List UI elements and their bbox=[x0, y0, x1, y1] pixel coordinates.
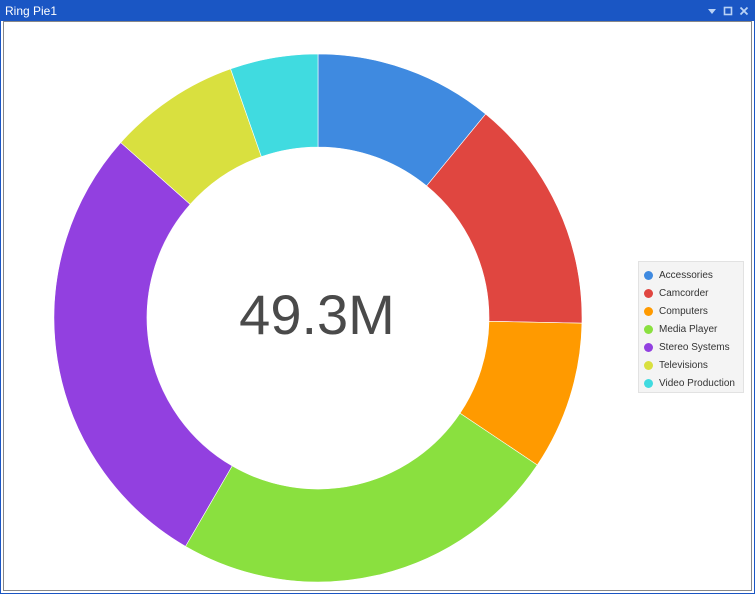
legend-label: Media Player bbox=[659, 323, 718, 335]
legend-item-stereo-systems[interactable]: Stereo Systems bbox=[644, 338, 743, 356]
ring-pie-chart: 49.3M bbox=[53, 53, 583, 583]
legend-item-televisions[interactable]: Televisions bbox=[644, 356, 743, 374]
legend-item-media-player[interactable]: Media Player bbox=[644, 320, 743, 338]
chart-area: 49.3M Accessories Camcorder Computers Media… bbox=[3, 21, 752, 591]
legend-marker bbox=[644, 360, 653, 370]
close-icon[interactable] bbox=[738, 5, 750, 17]
legend-label: Computers bbox=[659, 305, 708, 317]
legend-marker bbox=[644, 288, 653, 298]
chevron-down-icon[interactable] bbox=[706, 5, 718, 17]
chart-legend: Accessories Camcorder Computers Media Playe… bbox=[638, 261, 744, 393]
slice-media-player[interactable] bbox=[185, 412, 538, 583]
title-bar[interactable]: Ring Pie1 bbox=[1, 1, 754, 21]
legend-marker bbox=[644, 270, 653, 280]
legend-item-accessories[interactable]: Accessories bbox=[644, 266, 743, 284]
legend-marker bbox=[644, 324, 653, 334]
legend-label: Stereo Systems bbox=[659, 341, 730, 353]
ring-slices bbox=[53, 53, 583, 583]
maximize-icon[interactable] bbox=[722, 5, 734, 17]
window-title: Ring Pie1 bbox=[5, 4, 58, 18]
slice-stereo-systems[interactable] bbox=[53, 142, 233, 547]
legend-marker bbox=[644, 306, 653, 316]
legend-item-video-production[interactable]: Video Production bbox=[644, 374, 743, 392]
center-total-label: 49.3M bbox=[239, 283, 395, 346]
legend-marker bbox=[644, 342, 653, 352]
legend-item-camcorder[interactable]: Camcorder bbox=[644, 284, 743, 302]
legend-marker bbox=[644, 378, 653, 388]
window-controls bbox=[706, 4, 750, 18]
legend-label: Camcorder bbox=[659, 287, 709, 299]
legend-label: Accessories bbox=[659, 269, 713, 281]
legend-label: Video Production bbox=[659, 377, 735, 389]
legend-label: Televisions bbox=[659, 359, 708, 371]
slice-video-production[interactable] bbox=[230, 53, 319, 158]
legend-item-computers[interactable]: Computers bbox=[644, 302, 743, 320]
